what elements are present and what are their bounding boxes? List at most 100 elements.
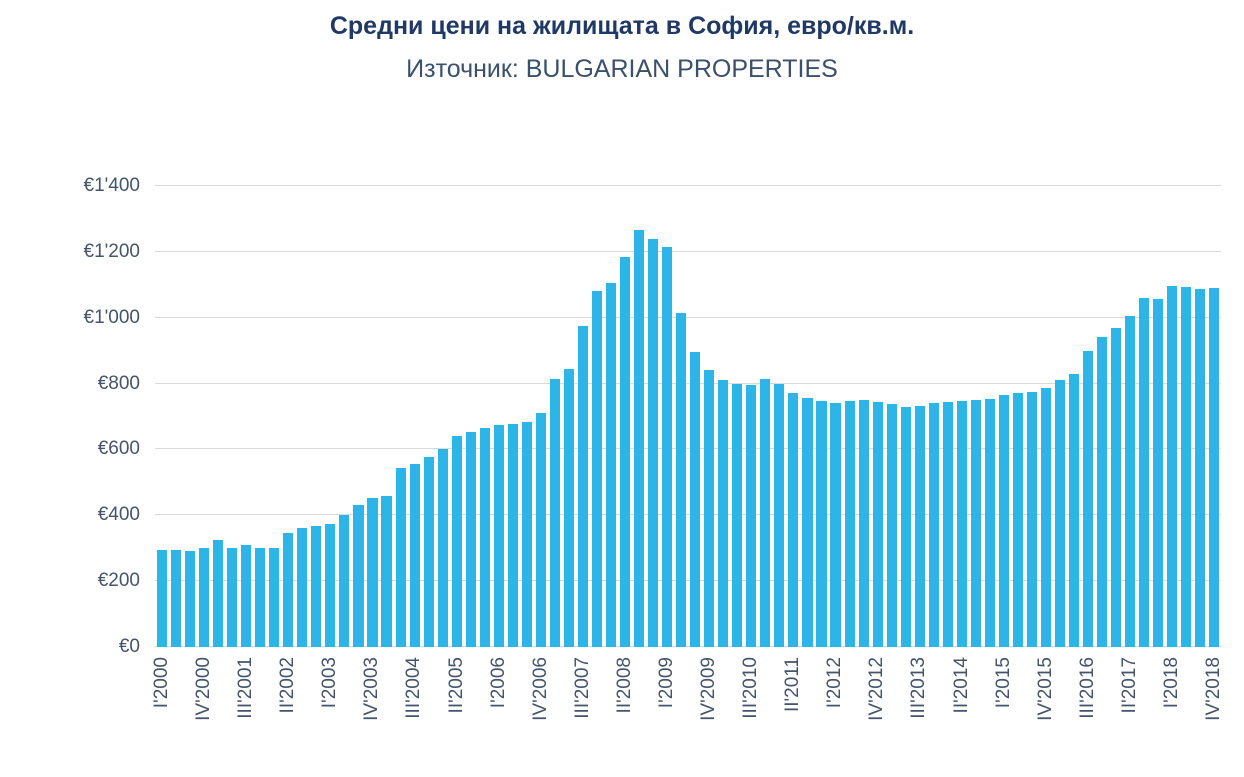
- bar-slot: [913, 186, 927, 647]
- bar-slot: [716, 186, 730, 647]
- bar-slot: [211, 186, 225, 647]
- bar-slot: [239, 186, 253, 647]
- bar-IV'2004: [423, 457, 434, 647]
- gridline: [155, 514, 1221, 516]
- bar-slot: [899, 186, 913, 647]
- x-axis-label: I'2000: [151, 657, 172, 709]
- y-axis-label: €600: [97, 438, 140, 460]
- y-axis-label: €1'200: [83, 240, 140, 262]
- bar-slot: [983, 186, 997, 647]
- gridline: [155, 185, 1221, 186]
- bar-slot: [702, 186, 716, 647]
- bar-slot: [772, 186, 786, 647]
- x-axis-label: II'2014: [950, 657, 972, 714]
- bar-slot: [478, 186, 492, 647]
- bar-slot: [197, 186, 211, 647]
- bar-III'2014: [970, 400, 981, 647]
- x-axis-label: III'2007: [571, 657, 593, 719]
- y-axis-label: €0: [118, 636, 140, 657]
- bar-III'2011: [802, 398, 813, 647]
- bar-I'2009: [662, 246, 673, 647]
- bar-IV'2008: [648, 238, 659, 647]
- bar-II'2000: [171, 549, 182, 647]
- x-axis-label: IV'2006: [529, 657, 551, 721]
- bar-III'2002: [297, 528, 308, 647]
- bar-slot: [267, 186, 281, 647]
- bar-slot: [380, 186, 394, 647]
- bar-II'2015: [1012, 393, 1023, 647]
- bar-II'2008: [620, 256, 631, 647]
- bar-II'2014: [956, 400, 967, 647]
- bar-IV'2013: [928, 403, 939, 647]
- bar-slot: [492, 186, 506, 647]
- x-axis-label: II'2005: [445, 657, 467, 714]
- bar-III'2016: [1083, 350, 1094, 647]
- bar-slot: [1011, 186, 1025, 647]
- bar-slot: [829, 186, 843, 647]
- x-axis-label: III'2001: [235, 657, 257, 719]
- x-axis-label: I'2018: [1160, 657, 1182, 709]
- bar-slot: [534, 186, 548, 647]
- bar-slot: [1053, 186, 1067, 647]
- bar-slot: [520, 186, 534, 647]
- gridline: [155, 448, 1221, 450]
- bar-slot: [927, 186, 941, 647]
- bar-I'2002: [269, 547, 280, 647]
- bar-slot: [814, 186, 828, 647]
- bar-slot: [1151, 186, 1165, 647]
- bar-IV'2002: [311, 525, 322, 647]
- bar-slot: [941, 186, 955, 647]
- bar-II'2002: [283, 533, 294, 647]
- bar-slot: [744, 186, 758, 647]
- bar-I'2014: [942, 401, 953, 647]
- bar-I'2003: [325, 523, 336, 647]
- bar-III'2007: [577, 325, 588, 647]
- bar-slot: [253, 186, 267, 647]
- bar-slot: [281, 186, 295, 647]
- y-axis-label: €1'000: [83, 306, 140, 328]
- bar-slot: [843, 186, 857, 647]
- y-axis-label: €400: [97, 504, 140, 526]
- bar-II'2018: [1181, 287, 1192, 647]
- bar-III'2008: [634, 230, 645, 647]
- bar-slot: [464, 186, 478, 647]
- bar-III'2018: [1195, 288, 1206, 647]
- bar-slot: [351, 186, 365, 647]
- y-axis-label: €800: [97, 372, 140, 394]
- bar-slot: [1025, 186, 1039, 647]
- bar-IV'2012: [872, 401, 883, 647]
- bar-slot: [1123, 186, 1137, 647]
- x-axis-label: I'2006: [487, 657, 509, 709]
- bar-III'2000: [185, 550, 196, 647]
- x-axis-label: IV'2003: [361, 657, 383, 721]
- bar-I'2004: [381, 495, 392, 647]
- bar-slot: [323, 186, 337, 647]
- bar-III'2017: [1139, 297, 1150, 647]
- bar-slot: [169, 186, 183, 647]
- bar-I'2000: [156, 549, 168, 647]
- bar-slot: [506, 186, 520, 647]
- bar-I'2013: [886, 404, 897, 647]
- bar-slot: [1193, 186, 1207, 647]
- bar-slot: [183, 186, 197, 647]
- bar-slot: [997, 186, 1011, 647]
- bar-slot: [590, 186, 604, 647]
- bar-II'2001: [227, 547, 238, 647]
- y-axis-label: €200: [97, 570, 140, 592]
- x-axis-label: I'2009: [655, 657, 677, 709]
- bar-IV'2009: [704, 370, 715, 647]
- bar-I'2017: [1111, 328, 1122, 647]
- bar-slot: [1067, 186, 1081, 647]
- y-axis-label: €1'400: [83, 175, 140, 196]
- x-axis-label: II'2002: [277, 657, 299, 714]
- bar-IV'2007: [591, 291, 603, 647]
- bar-slot: [786, 186, 800, 647]
- gridline: [155, 382, 1221, 384]
- x-axis-label: III'2016: [1076, 657, 1098, 719]
- bar-IV'2017: [1153, 298, 1164, 647]
- bar-IV'2006: [535, 413, 546, 647]
- x-axis-label: IV'2009: [698, 657, 720, 721]
- bar-I'2011: [774, 383, 785, 647]
- bar-I'2012: [830, 402, 841, 647]
- bar-slot: [1039, 186, 1053, 647]
